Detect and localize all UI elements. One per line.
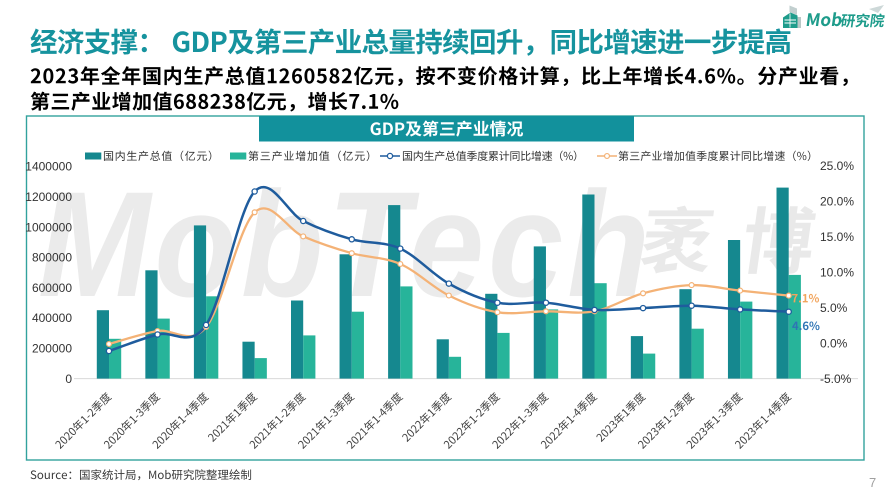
svg-text:1200000: 1200000 [25,190,72,204]
svg-text:20.0%: 20.0% [820,194,854,208]
svg-text:25.0%: 25.0% [820,159,854,173]
svg-text:800000: 800000 [32,251,72,265]
svg-text:600000: 600000 [32,281,72,295]
svg-text:1000000: 1000000 [25,220,72,234]
svg-text:1400000: 1400000 [25,160,72,174]
svg-text:15.0%: 15.0% [820,230,854,244]
svg-text:-5.0%: -5.0% [820,372,852,386]
svg-text:10.0%: 10.0% [820,265,854,279]
svg-text:7: 7 [869,475,876,490]
svg-text:0.0%: 0.0% [820,336,848,350]
svg-text:200000: 200000 [32,342,72,356]
svg-text:0: 0 [65,372,72,386]
svg-text:400000: 400000 [32,311,72,325]
svg-text:5.0%: 5.0% [820,301,848,315]
